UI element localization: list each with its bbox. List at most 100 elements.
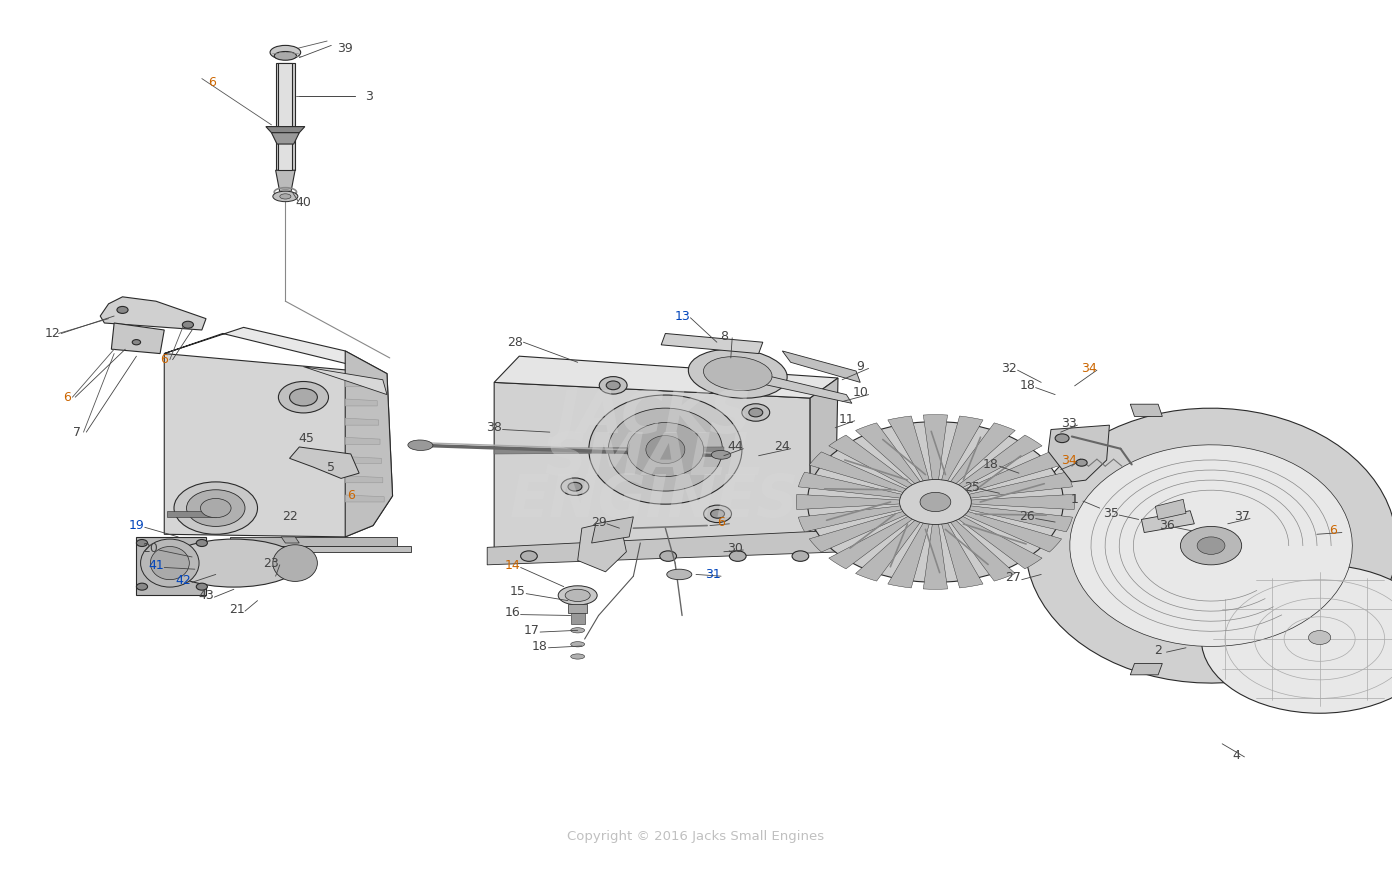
Text: 1: 1 [1070, 493, 1079, 505]
Wedge shape [809, 502, 935, 552]
Ellipse shape [626, 423, 703, 477]
Ellipse shape [408, 440, 433, 450]
Circle shape [196, 540, 207, 546]
Polygon shape [1141, 511, 1194, 533]
Text: 9: 9 [856, 361, 864, 373]
Circle shape [521, 551, 537, 561]
Wedge shape [935, 502, 983, 588]
Wedge shape [935, 502, 1015, 581]
Polygon shape [487, 530, 845, 565]
Polygon shape [1130, 404, 1162, 416]
Ellipse shape [608, 409, 722, 491]
Polygon shape [164, 327, 387, 374]
Ellipse shape [141, 540, 199, 588]
Circle shape [742, 403, 770, 422]
Circle shape [606, 381, 621, 389]
Polygon shape [1155, 499, 1186, 519]
Polygon shape [494, 447, 724, 454]
Wedge shape [935, 494, 1075, 510]
Text: SMALL: SMALL [544, 430, 764, 487]
Wedge shape [796, 494, 935, 510]
Text: 6: 6 [63, 391, 71, 403]
Wedge shape [828, 502, 935, 569]
Text: 17: 17 [523, 624, 540, 636]
Text: 13: 13 [674, 310, 690, 322]
Text: 11: 11 [838, 413, 855, 425]
Polygon shape [810, 378, 838, 534]
Text: 19: 19 [128, 519, 145, 532]
Ellipse shape [589, 395, 742, 505]
Text: 34: 34 [1061, 455, 1077, 467]
Circle shape [920, 492, 951, 512]
Text: 6: 6 [1329, 525, 1338, 537]
Wedge shape [923, 502, 948, 589]
Circle shape [792, 551, 809, 561]
Text: 8: 8 [720, 330, 728, 342]
Ellipse shape [571, 642, 585, 647]
Text: 6: 6 [717, 516, 725, 528]
Circle shape [729, 551, 746, 561]
Text: 15: 15 [509, 586, 526, 598]
Text: ENGINES: ENGINES [509, 471, 799, 529]
Polygon shape [111, 323, 164, 354]
Wedge shape [799, 502, 935, 532]
Wedge shape [935, 502, 1062, 552]
Polygon shape [345, 380, 376, 387]
Text: 40: 40 [295, 196, 312, 209]
Text: JACKS: JACKS [557, 388, 752, 445]
Circle shape [1201, 565, 1392, 713]
Polygon shape [345, 418, 379, 425]
Ellipse shape [280, 194, 291, 199]
Polygon shape [1048, 425, 1109, 482]
Text: 7: 7 [72, 426, 81, 438]
Ellipse shape [274, 52, 296, 60]
Polygon shape [661, 333, 763, 354]
Wedge shape [856, 423, 935, 502]
Text: 29: 29 [590, 516, 607, 528]
Polygon shape [578, 519, 626, 572]
Circle shape [899, 479, 972, 525]
Circle shape [749, 409, 763, 417]
Polygon shape [167, 511, 216, 517]
Text: 20: 20 [142, 542, 159, 554]
Polygon shape [571, 613, 585, 624]
Text: 24: 24 [774, 441, 791, 453]
Text: 14: 14 [504, 560, 521, 572]
Text: 18: 18 [532, 640, 548, 652]
Polygon shape [276, 63, 295, 170]
Polygon shape [276, 170, 295, 192]
Wedge shape [888, 416, 935, 502]
Text: 34: 34 [1080, 362, 1097, 375]
Polygon shape [230, 537, 397, 546]
Text: 39: 39 [337, 42, 354, 54]
Wedge shape [935, 502, 1043, 569]
Polygon shape [266, 127, 305, 133]
Ellipse shape [280, 189, 291, 195]
Polygon shape [1026, 409, 1392, 683]
Ellipse shape [667, 569, 692, 580]
Polygon shape [290, 447, 359, 478]
Ellipse shape [273, 545, 317, 581]
Text: 4: 4 [1232, 749, 1240, 761]
Ellipse shape [689, 349, 786, 398]
Circle shape [1197, 537, 1225, 554]
Text: 35: 35 [1102, 507, 1119, 519]
Text: 38: 38 [486, 422, 503, 434]
Circle shape [600, 376, 626, 394]
Polygon shape [1130, 663, 1162, 675]
Circle shape [568, 482, 582, 491]
Polygon shape [278, 63, 292, 170]
Polygon shape [100, 297, 206, 330]
Polygon shape [345, 437, 380, 444]
Ellipse shape [571, 654, 585, 659]
Polygon shape [782, 351, 860, 382]
Text: 41: 41 [148, 560, 164, 572]
Circle shape [660, 551, 677, 561]
Circle shape [132, 340, 141, 345]
Polygon shape [592, 517, 633, 543]
Wedge shape [923, 415, 948, 502]
Wedge shape [935, 472, 1072, 502]
Polygon shape [164, 354, 393, 537]
Polygon shape [494, 356, 838, 398]
Ellipse shape [571, 628, 585, 633]
